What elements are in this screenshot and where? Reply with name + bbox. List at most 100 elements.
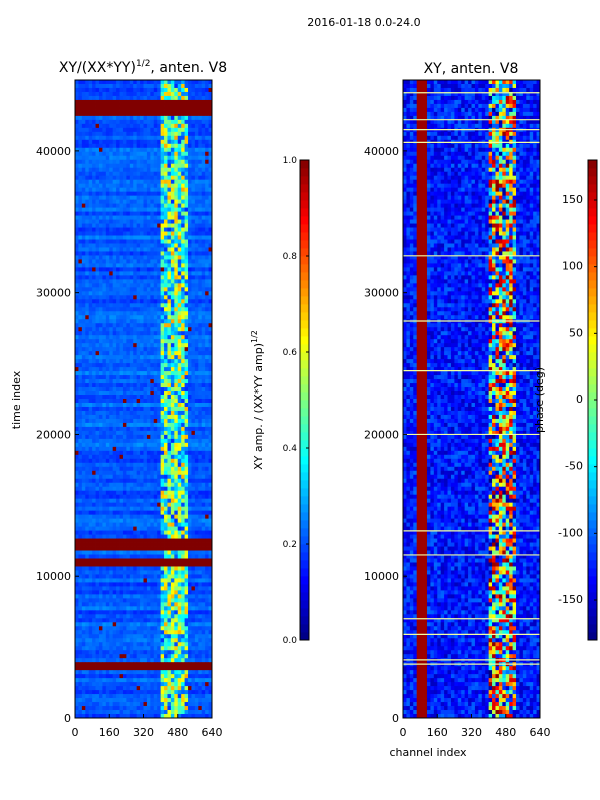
heatmap-cell — [133, 518, 138, 524]
heatmap-cell — [129, 115, 134, 121]
heatmap-cell — [188, 147, 192, 153]
heatmap-cell — [205, 135, 209, 141]
heatmap-cell — [174, 87, 179, 93]
heatmap-cell — [109, 311, 114, 316]
heatmap-cell — [109, 239, 114, 244]
heatmap-cell — [167, 135, 172, 141]
heatmap-cell — [102, 263, 107, 268]
heatmap-cell — [75, 542, 79, 547]
heatmap-cell — [126, 391, 131, 396]
heatmap-cell — [194, 295, 199, 300]
heatmap-cell — [78, 474, 83, 480]
heatmap-cell — [98, 183, 103, 189]
heatmap-cell — [75, 391, 79, 396]
heatmap-cell — [208, 550, 213, 555]
heatmap-cell — [129, 99, 134, 105]
heatmap-cell — [153, 107, 158, 113]
heatmap-cell — [116, 331, 120, 336]
heatmap-cell — [208, 526, 213, 531]
heatmap-cell — [140, 195, 144, 201]
heatmap-cell — [157, 542, 162, 547]
heatmap-cell — [102, 247, 107, 252]
heatmap-cell — [88, 167, 93, 173]
heatmap-cell — [188, 319, 192, 324]
heatmap-cell — [143, 391, 148, 396]
heatmap-cell — [201, 426, 206, 432]
heatmap-cell — [81, 231, 86, 236]
heatmap-cell — [109, 395, 114, 400]
heatmap-cell — [126, 91, 131, 97]
heatmap-cell — [167, 458, 172, 464]
heatmap-cell — [181, 219, 185, 224]
heatmap-cell — [105, 83, 110, 89]
heatmap-cell — [205, 319, 209, 324]
heatmap-cell — [109, 155, 114, 161]
heatmap-cell — [98, 522, 103, 527]
heatmap-cell — [133, 195, 138, 201]
heatmap-cell — [164, 462, 168, 468]
heatmap-cell — [129, 426, 134, 432]
heatmap-cell — [188, 363, 192, 368]
heatmap-cell — [184, 510, 189, 516]
heatmap-cell — [146, 502, 151, 508]
heatmap-cell — [146, 135, 151, 141]
heatmap-cell — [122, 494, 127, 500]
heatmap-cell — [136, 359, 141, 364]
heatmap-cell — [208, 335, 213, 340]
heatmap-cell — [201, 478, 206, 484]
heatmap-cell — [164, 155, 168, 161]
heatmap-cell — [119, 115, 124, 121]
heatmap-cell — [92, 315, 96, 320]
heatmap-cell — [122, 167, 127, 173]
heatmap-cell — [102, 518, 107, 524]
heatmap-cell — [174, 454, 179, 460]
heatmap-cell — [85, 223, 90, 228]
heatmap-cell — [191, 119, 196, 125]
heatmap-cell — [136, 518, 141, 524]
heatmap-cell — [146, 399, 151, 404]
heatmap-cell — [119, 538, 124, 543]
heatmap-cell — [126, 542, 131, 547]
heatmap-cell — [105, 470, 110, 476]
heatmap-cell — [75, 111, 79, 117]
heatmap-cell — [160, 375, 165, 380]
heatmap-cell — [174, 355, 179, 360]
heatmap-cell — [181, 203, 185, 208]
heatmap-cell — [133, 191, 138, 197]
heatmap-cell — [198, 139, 203, 145]
heatmap-cell — [119, 414, 124, 420]
heatmap-cell — [95, 279, 100, 284]
heatmap-cell — [191, 307, 196, 312]
heatmap-cell — [208, 391, 213, 396]
heatmap-cell — [75, 530, 79, 535]
heatmap-cell — [92, 458, 96, 464]
heatmap-cell — [153, 550, 158, 555]
heatmap-cell — [129, 135, 134, 141]
heatmap-cell — [184, 211, 189, 216]
heatmap-cell — [167, 331, 172, 336]
heatmap-cell — [160, 87, 165, 93]
heatmap-cell — [88, 135, 93, 141]
heatmap-cell — [92, 211, 96, 216]
heatmap-cell — [205, 542, 209, 547]
heatmap-cell — [194, 498, 199, 504]
heatmap-cell — [143, 458, 148, 464]
heatmap-cell — [78, 347, 83, 352]
heatmap-cell — [109, 195, 114, 201]
heatmap-cell — [184, 199, 189, 205]
heatmap-cell — [157, 155, 162, 161]
heatmap-cell — [136, 283, 141, 288]
heatmap-cell — [116, 502, 120, 508]
heatmap-cell — [167, 243, 172, 248]
heatmap-cell — [81, 546, 86, 551]
heatmap-cell — [119, 175, 124, 181]
heatmap-cell — [136, 199, 141, 205]
heatmap-cell — [129, 371, 134, 376]
heatmap-cell — [88, 355, 93, 360]
heatmap-cell — [88, 163, 93, 169]
heatmap-cell — [198, 375, 203, 380]
heatmap-cell — [122, 570, 127, 575]
heatmap-cell — [126, 347, 131, 352]
heatmap-cell — [129, 438, 134, 444]
heatmap-cell — [177, 538, 182, 543]
